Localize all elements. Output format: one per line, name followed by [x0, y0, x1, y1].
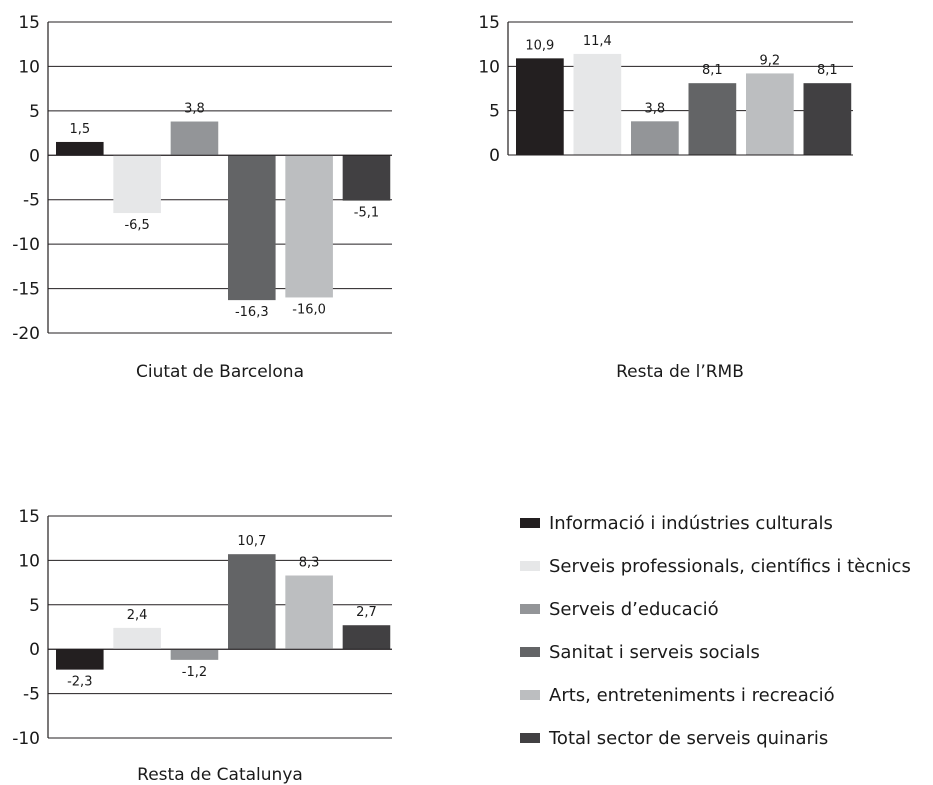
bar-5	[285, 155, 333, 298]
chart-title: Resta de l’RMB	[616, 362, 744, 382]
bar-2	[573, 53, 622, 155]
legend-item: Informació i indústries culturals	[520, 513, 833, 534]
bar-2	[113, 627, 161, 650]
bar-4	[688, 83, 737, 155]
y-tick-label: -10	[12, 729, 40, 749]
y-tick-label: 10	[18, 57, 40, 77]
data-label: -16,0	[292, 302, 326, 317]
legend-label: Arts, entreteniments i recreació	[549, 685, 835, 706]
data-label: 2,7	[356, 605, 377, 620]
legend-swatch	[520, 690, 540, 700]
bar-5	[285, 575, 333, 650]
data-label: 2,4	[127, 608, 148, 623]
y-tick-label: 10	[478, 57, 500, 77]
y-tick-label: -20	[12, 324, 40, 344]
chart-panel-3: 15 10 5 0 -5 -10 -2,3 2,4 -1,2 10,7 8,3 2,7 Resta de…	[12, 507, 392, 785]
data-label: 8,1	[817, 63, 838, 78]
data-label: 11,4	[583, 34, 612, 49]
legend-item: Arts, entreteniments i recreació	[520, 685, 835, 706]
data-label: -5,1	[354, 206, 379, 221]
bar-4	[228, 155, 276, 301]
bar-5	[746, 73, 794, 155]
legend-label: Serveis professionals, científics i tècn…	[549, 556, 911, 577]
bar-1	[56, 649, 104, 670]
y-tick-label: 0	[29, 146, 40, 166]
data-label: 3,8	[184, 102, 205, 117]
data-label: 10,7	[237, 534, 266, 549]
chart-panel-1: 15 10 5 0 -5 -10 -15 -20 1,5 -6,5 3,8 -16,3 -16,0 -5,…	[12, 13, 392, 382]
y-tick-label: -15	[12, 280, 40, 300]
bar-3	[170, 121, 219, 156]
data-label: -2,3	[67, 675, 92, 690]
y-tick-label: 15	[18, 507, 40, 527]
legend-label: Sanitat i serveis socials	[549, 642, 760, 663]
bar-3	[631, 121, 679, 155]
chart-title: Ciutat de Barcelona	[136, 362, 304, 382]
y-tick-label: 0	[29, 640, 40, 660]
bar-1	[56, 141, 104, 156]
bar-1	[516, 58, 564, 155]
data-label: 8,3	[299, 555, 320, 570]
bar-6	[803, 83, 852, 155]
bar-2	[113, 155, 161, 214]
legend: Informació i indústries culturals Serveis…	[520, 513, 911, 749]
y-tick-label: 15	[18, 13, 40, 33]
data-label: -16,3	[235, 305, 269, 320]
data-label: -6,5	[124, 218, 149, 233]
chart-panel-2: 15 10 5 0 10,9 11,4 3,8 8,1 9,2 8,1 Resta de l’RMB	[478, 13, 853, 382]
y-tick-label: 5	[29, 102, 40, 122]
legend-item: Sanitat i serveis socials	[520, 642, 760, 663]
bar-4	[228, 554, 276, 650]
legend-swatch	[520, 518, 540, 528]
y-tick-label: 5	[29, 596, 40, 616]
legend-label: Informació i indústries culturals	[549, 513, 833, 534]
y-tick-label: 0	[489, 146, 500, 166]
data-label: 3,8	[645, 101, 666, 116]
legend-swatch	[520, 561, 540, 571]
bar-6	[342, 155, 391, 201]
legend-swatch	[520, 733, 540, 743]
legend-item: Serveis d’educació	[520, 599, 719, 620]
data-label: -1,2	[182, 665, 207, 680]
data-label: 9,2	[760, 53, 781, 68]
data-label: 8,1	[702, 63, 723, 78]
y-tick-label: 5	[489, 102, 500, 122]
y-tick-label: -5	[23, 685, 40, 705]
y-tick-label: 15	[478, 13, 500, 33]
bar-6	[342, 625, 391, 650]
legend-item: Serveis professionals, científics i tècn…	[520, 556, 911, 577]
y-tick-label: -10	[12, 235, 40, 255]
legend-label: Serveis d’educació	[549, 599, 719, 620]
bar-3	[170, 649, 219, 660]
y-tick-label: 10	[18, 551, 40, 571]
legend-label: Total sector de serveis quinaris	[548, 728, 828, 749]
y-tick-label: -5	[23, 191, 40, 211]
data-label: 10,9	[525, 38, 554, 53]
chart-title: Resta de Catalunya	[137, 765, 303, 785]
data-label: 1,5	[69, 122, 90, 137]
legend-item: Total sector de serveis quinaris	[520, 728, 828, 749]
legend-swatch	[520, 604, 540, 614]
legend-swatch	[520, 647, 540, 657]
